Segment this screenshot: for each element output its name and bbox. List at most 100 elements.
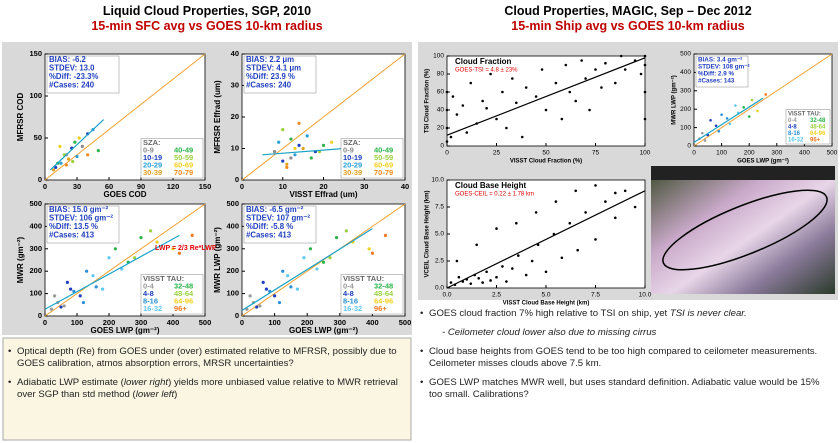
x-tick-label: 0 <box>240 182 244 191</box>
point <box>726 117 729 120</box>
point <box>634 206 637 209</box>
legend-entry: 8-16 <box>788 131 801 137</box>
y-tick-label: 10.0 <box>431 177 444 184</box>
point <box>293 147 296 150</box>
plot-title: GOES-TSI = 4.8 ± 23% <box>455 68 518 74</box>
text-run: Cloud base heights from GOES tend to be … <box>429 346 817 369</box>
y-tick-label: 200 <box>226 266 239 275</box>
point <box>644 91 647 94</box>
point <box>446 91 449 94</box>
x-tick-label: 100 <box>268 318 281 327</box>
point <box>469 282 472 285</box>
point <box>729 123 732 126</box>
point <box>85 270 88 273</box>
x-tick-label: 50 <box>542 150 550 157</box>
point <box>285 163 288 166</box>
point <box>52 168 55 171</box>
bullet: GOES cloud fraction 7% high relative to … <box>420 308 834 320</box>
point <box>511 267 514 270</box>
point <box>505 127 508 130</box>
x-tick-label: 200 <box>744 150 755 157</box>
text-run: ) <box>174 389 177 400</box>
point <box>273 294 276 297</box>
point <box>278 301 281 304</box>
point <box>568 222 571 225</box>
stats-line: #Cases: 240 <box>49 81 95 90</box>
point <box>446 127 449 130</box>
point <box>456 113 459 116</box>
point <box>281 160 284 163</box>
point <box>469 82 472 85</box>
point <box>535 211 538 214</box>
point <box>495 118 498 121</box>
y-tick-label: 20 <box>231 112 239 121</box>
x-tick-label: 400 <box>799 150 810 157</box>
point <box>624 190 627 193</box>
emphasis: TSI is never clear. <box>670 308 747 319</box>
point <box>277 141 280 144</box>
point <box>191 234 194 237</box>
x-tick-label: 120 <box>167 182 180 191</box>
y-tick-label: 300 <box>226 244 239 253</box>
x-tick-label: 500 <box>199 318 212 327</box>
plot-title: Cloud Base Height <box>455 181 526 190</box>
x-tick-label: 0 <box>692 150 696 157</box>
point <box>568 91 571 94</box>
point <box>720 113 723 116</box>
legend-title: VISST TAU: <box>788 111 821 117</box>
point <box>644 64 647 67</box>
y-tick-label: 20 <box>437 125 445 132</box>
point <box>501 265 504 268</box>
y-tick-label: 100 <box>29 289 42 298</box>
point <box>306 134 309 137</box>
y-tick-label: 0 <box>687 143 691 150</box>
point <box>107 256 110 259</box>
x-axis-label: VISST Cloud Base Height (km) <box>503 301 590 307</box>
point <box>302 147 305 150</box>
x-tick-label: 0 <box>43 182 47 191</box>
point <box>477 277 480 280</box>
point <box>475 244 478 247</box>
x-tick-label: 400 <box>167 318 180 327</box>
point <box>588 109 591 112</box>
point <box>322 261 325 264</box>
legend-entry: 64-96 <box>810 131 826 137</box>
point <box>297 122 300 125</box>
point <box>82 301 85 304</box>
right-title: Cloud Properties, MAGIC, Sep – Dec 2012 <box>418 4 838 19</box>
chart: 010203040010203040VISST Effrad (um)MFRSR… <box>213 49 409 199</box>
point <box>565 64 568 67</box>
point <box>114 247 117 250</box>
point <box>604 62 607 65</box>
point <box>50 308 53 311</box>
point <box>368 247 371 250</box>
point <box>65 163 68 166</box>
stats-line: #Cases: 143 <box>698 78 735 85</box>
point <box>624 68 627 71</box>
point <box>335 236 338 239</box>
legend-entry: 70-79 <box>374 168 393 177</box>
point <box>718 130 721 133</box>
point <box>289 285 292 288</box>
point <box>734 104 737 107</box>
x-tick-label: 100 <box>71 318 84 327</box>
x-axis-label: GOES COD <box>103 190 146 199</box>
left-header: Liquid Cloud Properties, SGP, 201015-min… <box>0 4 414 34</box>
point <box>86 153 89 156</box>
point <box>59 305 62 308</box>
legend-entry: 30-39 <box>343 168 362 177</box>
x-tick-label: 0.0 <box>442 292 451 299</box>
point <box>53 294 56 297</box>
point <box>149 229 152 232</box>
x-tick-label: 2.5 <box>492 292 501 299</box>
point <box>521 136 524 139</box>
stats-line: #Cases: 240 <box>246 81 292 90</box>
y-tick-label: 40 <box>231 49 239 58</box>
point <box>594 68 597 71</box>
stats-line: #Cases: 413 <box>49 231 95 240</box>
x-tick-label: 5.0 <box>541 292 550 299</box>
point <box>273 150 276 153</box>
x-axis-label: GOES LWP (gm⁻²) <box>737 158 789 165</box>
point <box>545 109 548 112</box>
